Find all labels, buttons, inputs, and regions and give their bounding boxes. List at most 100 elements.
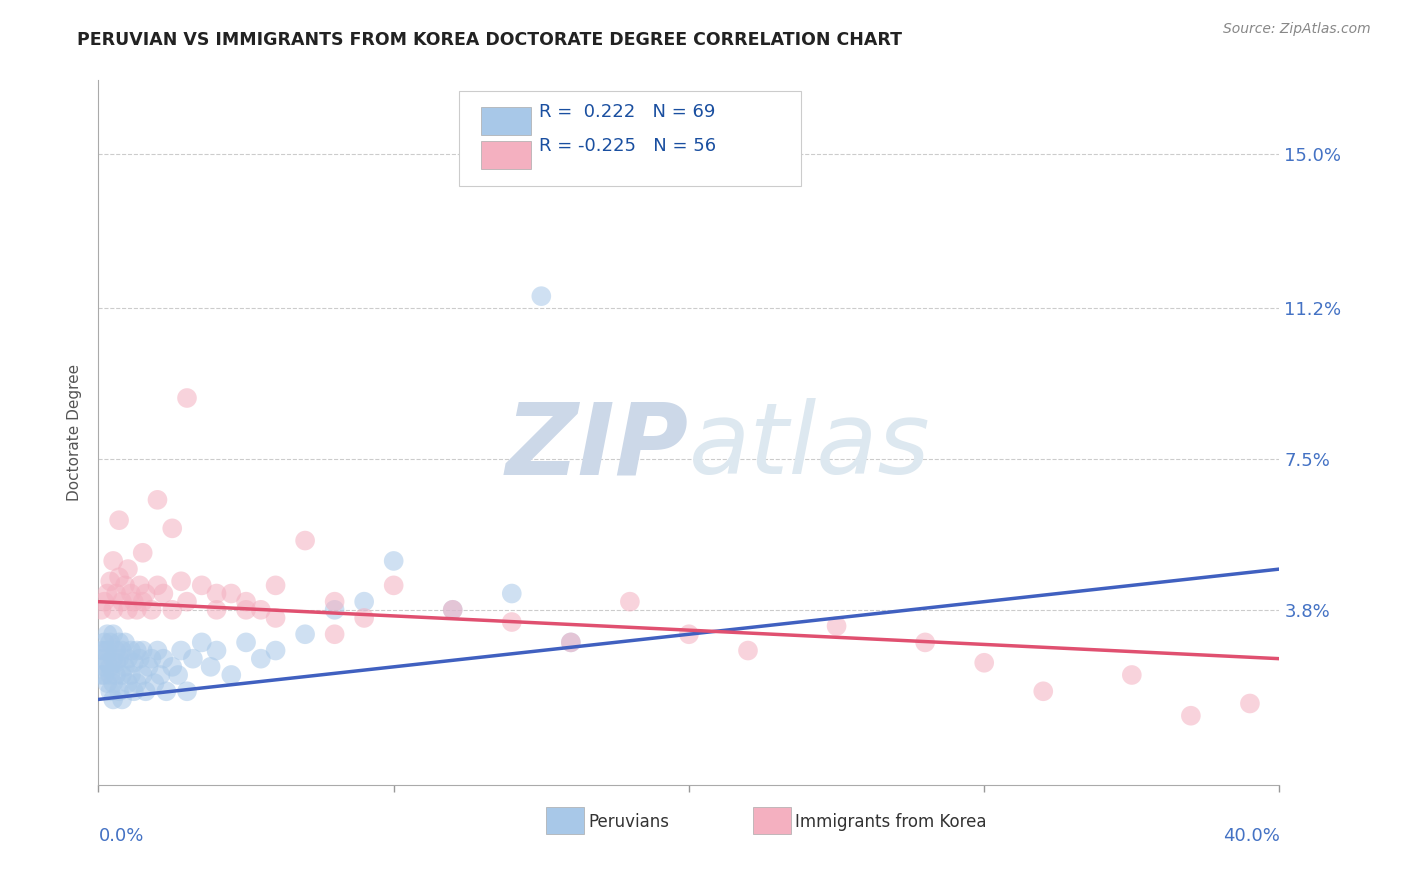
Point (619, 595, 641, 609)
Point (176, 595, 198, 609)
Point (250, 603, 273, 617)
Point (235, 635, 257, 649)
FancyBboxPatch shape (546, 806, 583, 834)
Point (93, 668, 115, 682)
Point (560, 635, 582, 649)
Point (108, 651, 131, 665)
FancyBboxPatch shape (752, 806, 790, 834)
Point (530, 289, 553, 303)
Point (114, 635, 136, 649)
Point (353, 595, 375, 609)
Point (135, 586, 157, 600)
Point (105, 643, 128, 657)
Point (114, 578, 136, 592)
Point (125, 603, 148, 617)
Point (176, 391, 198, 405)
Point (205, 586, 228, 600)
Point (264, 578, 287, 592)
Point (441, 603, 464, 617)
Point (825, 619, 848, 633)
Text: R =  0.222   N = 69: R = 0.222 N = 69 (538, 103, 716, 121)
Point (103, 651, 125, 665)
Point (149, 668, 172, 682)
Point (90, 643, 112, 657)
Text: Immigrants from Korea: Immigrants from Korea (796, 813, 987, 830)
Text: ZIP: ZIP (506, 398, 689, 495)
Point (501, 586, 523, 600)
Point (191, 578, 214, 592)
Point (108, 635, 131, 649)
Point (235, 603, 257, 617)
Point (264, 643, 287, 657)
Point (170, 574, 193, 589)
FancyBboxPatch shape (481, 141, 530, 169)
Point (111, 692, 134, 706)
Point (128, 651, 150, 665)
Point (96, 586, 118, 600)
Point (103, 692, 125, 706)
Point (90, 651, 112, 665)
Point (90, 668, 112, 682)
Point (96, 676, 118, 690)
Point (132, 668, 155, 682)
Point (96, 643, 118, 657)
Point (120, 643, 142, 657)
Point (167, 668, 190, 682)
Point (122, 656, 145, 670)
Point (155, 684, 177, 698)
Point (122, 595, 145, 609)
Point (105, 656, 128, 670)
Text: 0.0%: 0.0% (98, 827, 143, 845)
Point (103, 554, 125, 568)
Point (132, 643, 155, 657)
Point (181, 651, 204, 665)
Point (114, 660, 136, 674)
Point (146, 643, 169, 657)
Point (235, 595, 257, 609)
Point (128, 578, 150, 592)
Point (111, 668, 134, 682)
Text: atlas: atlas (689, 398, 931, 495)
Point (120, 586, 142, 600)
Point (98, 684, 121, 698)
Point (117, 603, 139, 617)
Point (353, 611, 375, 625)
Point (93, 660, 115, 674)
Text: R = -0.225   N = 56: R = -0.225 N = 56 (538, 136, 716, 155)
Point (973, 656, 995, 670)
Point (93, 643, 115, 657)
Point (105, 668, 128, 682)
Point (501, 615, 523, 629)
Y-axis label: Doctorate Degree: Doctorate Degree (67, 364, 83, 501)
Point (441, 603, 464, 617)
Point (103, 627, 125, 641)
Point (323, 595, 346, 609)
Point (264, 611, 287, 625)
Point (117, 562, 139, 576)
Point (93, 595, 115, 609)
Point (191, 635, 214, 649)
Point (323, 603, 346, 617)
Point (103, 676, 125, 690)
Point (93, 635, 115, 649)
Point (98, 660, 121, 674)
Point (1032, 684, 1054, 698)
Point (98, 574, 121, 589)
Point (200, 660, 222, 674)
Point (162, 521, 183, 535)
Point (1239, 697, 1261, 711)
Point (382, 554, 405, 568)
Point (221, 668, 243, 682)
Point (98, 668, 121, 682)
Text: Peruvians: Peruvians (589, 813, 669, 830)
Point (152, 651, 174, 665)
Point (132, 546, 155, 560)
Point (122, 684, 145, 698)
Point (141, 603, 163, 617)
Point (125, 643, 148, 657)
Point (108, 513, 131, 527)
Point (111, 595, 134, 609)
Point (1180, 708, 1202, 723)
Point (170, 643, 193, 657)
Point (132, 595, 155, 609)
